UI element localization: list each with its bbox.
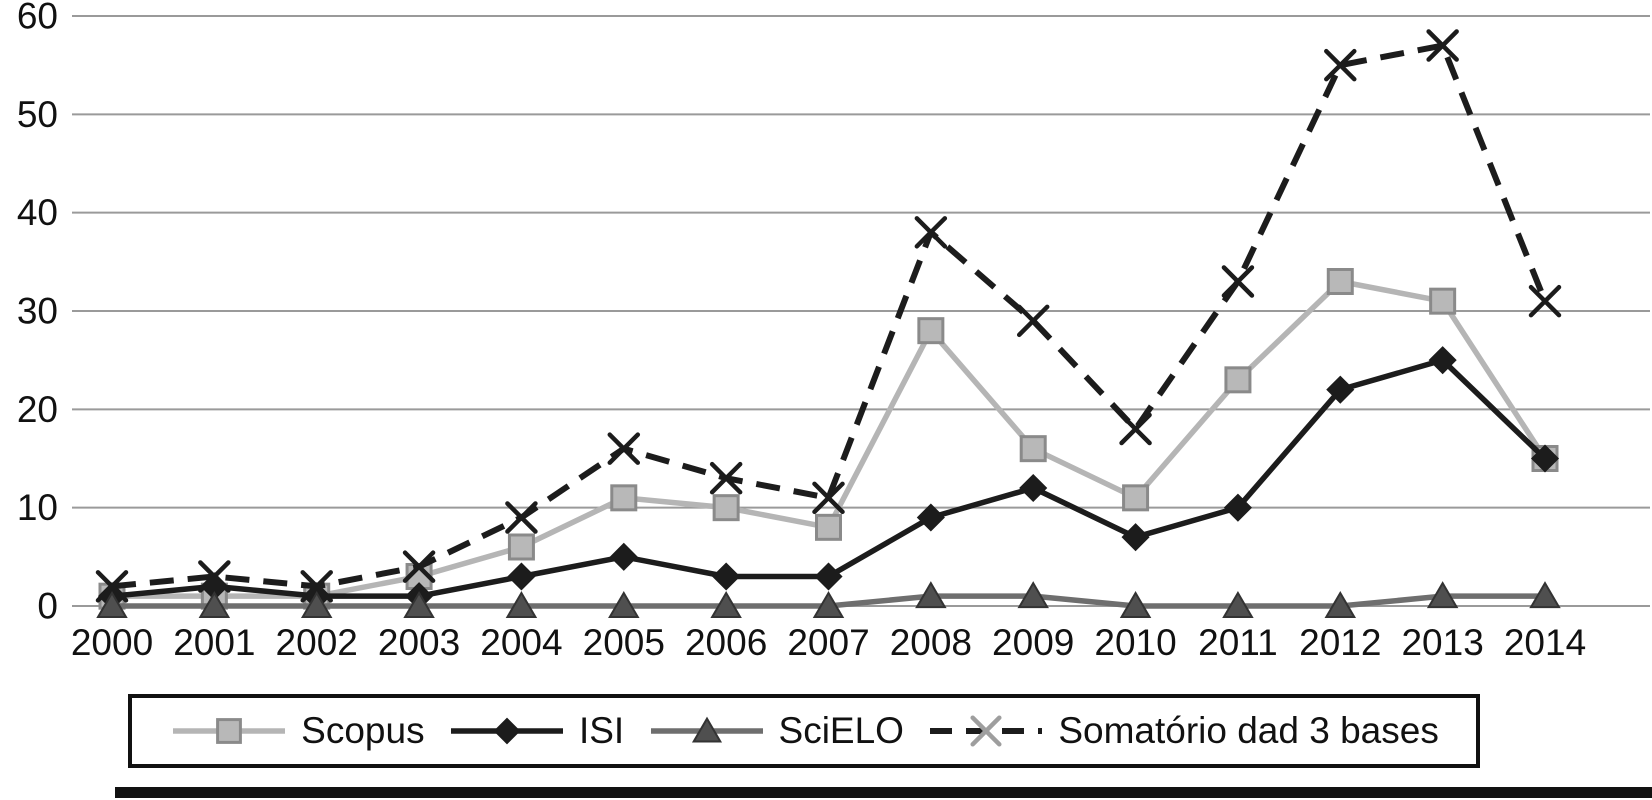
marker-x	[1119, 412, 1152, 446]
legend-item-somatorio: Somatório dad 3 bases	[926, 709, 1439, 753]
marker-square	[610, 484, 638, 512]
x-axis-label: 2004	[480, 622, 562, 663]
marker-diamond	[1223, 493, 1252, 522]
marker-triangle	[96, 591, 128, 618]
marker-x	[709, 461, 743, 495]
series-line-somat-rio-dad-3-bases	[111, 42, 1548, 590]
marker-triangle	[710, 591, 742, 618]
line-chart: 0 10 20 30 40 50 60 2000 2001 2002 2003 2004 2005 200…	[17, 0, 1650, 663]
legend-item-isi: ISI	[447, 709, 624, 753]
marker-triangle	[915, 581, 947, 609]
legend-label-scopus: Scopus	[301, 710, 425, 751]
marker-x	[505, 501, 538, 534]
marker-triangle	[1222, 591, 1254, 618]
marker-triangle	[1017, 581, 1049, 609]
x-axis-label: 2000	[71, 622, 153, 663]
marker-triangle	[691, 716, 722, 743]
legend-item-scopus: Scopus	[169, 709, 425, 753]
marker-diamond	[916, 503, 945, 532]
x-axis-label: 2001	[173, 622, 255, 663]
y-axis-tick-label: 10	[17, 487, 58, 528]
scopus-square-marker-icon	[173, 718, 286, 744]
series-line-scopus	[112, 278, 1548, 599]
legend-label-scielo: SciELO	[778, 710, 904, 751]
marker-triangle	[403, 591, 435, 618]
x-axis-label: 2011	[1198, 622, 1278, 663]
figure-bottom-rule	[115, 787, 1652, 798]
legend-item-scielo: SciELO	[647, 709, 904, 753]
somatorio-x-marker-icon	[930, 715, 1043, 747]
chart-legend: Scopus ISI SciELO Somatório dad 3 bases	[128, 694, 1480, 768]
y-axis-tick-label: 20	[17, 389, 58, 430]
marker-x	[402, 550, 436, 583]
marker-diamond	[814, 562, 843, 591]
marker-x	[300, 570, 333, 603]
marker-triangle	[300, 591, 333, 618]
x-axis-label: 2012	[1299, 622, 1381, 663]
x-axis-label: 2002	[276, 622, 358, 663]
marker-diamond	[1121, 523, 1150, 552]
marker-diamond	[493, 717, 521, 745]
marker-triangle	[812, 591, 845, 618]
y-axis-tick-label: 30	[17, 291, 58, 332]
marker-x	[970, 715, 1002, 747]
y-axis-tick-label: 50	[17, 94, 58, 135]
marker-triangle	[1529, 581, 1561, 609]
x-axis-label: 2007	[787, 622, 869, 663]
marker-x	[1528, 284, 1562, 318]
marker-diamond	[507, 562, 536, 591]
marker-triangle	[1426, 581, 1459, 609]
marker-square	[1122, 484, 1150, 512]
marker-square	[1429, 287, 1457, 315]
marker-x	[607, 432, 641, 465]
marker-x	[1426, 29, 1459, 62]
marker-triangle	[608, 591, 640, 618]
marker-square	[1019, 435, 1047, 463]
marker-diamond	[1019, 473, 1048, 503]
x-axis-label: 2008	[890, 622, 972, 663]
scielo-triangle-marker-icon	[650, 716, 763, 743]
marker-square	[507, 533, 535, 561]
marker-diamond	[1326, 375, 1355, 404]
marker-diamond	[609, 542, 638, 571]
marker-square	[917, 317, 945, 345]
marker-x	[1324, 48, 1357, 82]
x-axis-label: 2009	[992, 622, 1074, 663]
marker-diamond	[1530, 444, 1560, 473]
x-axis-label: 2006	[685, 622, 767, 663]
legend-label-somatorio: Somatório dad 3 bases	[1058, 710, 1439, 751]
marker-x	[812, 481, 845, 515]
x-axis-label: 2003	[378, 622, 460, 663]
series-line-isi	[111, 357, 1547, 599]
x-axis-label: 2010	[1094, 622, 1176, 663]
marker-triangle	[1119, 591, 1152, 618]
marker-x	[1016, 304, 1050, 338]
legend-label-isi: ISI	[578, 710, 625, 751]
isi-diamond-marker-icon	[450, 717, 563, 745]
marker-square	[712, 494, 740, 522]
marker-triangle	[505, 591, 538, 618]
marker-square	[216, 718, 243, 744]
marker-diamond	[712, 562, 741, 591]
x-axis-label: 2014	[1504, 622, 1586, 663]
marker-x	[198, 560, 231, 593]
marker-square	[1326, 268, 1354, 295]
marker-x	[1221, 265, 1255, 298]
y-axis-tick-label: 40	[17, 192, 58, 233]
marker-x	[914, 216, 948, 249]
marker-triangle	[198, 591, 231, 618]
marker-diamond	[1428, 346, 1457, 375]
marker-square	[1224, 366, 1252, 394]
y-axis-tick-label: 60	[17, 0, 58, 37]
x-axis-label: 2013	[1401, 622, 1483, 663]
marker-x	[95, 570, 129, 603]
y-axis-tick-label: 0	[37, 586, 58, 627]
marker-triangle	[1324, 591, 1357, 618]
x-axis-label: 2005	[583, 622, 665, 663]
marker-square	[815, 513, 842, 541]
